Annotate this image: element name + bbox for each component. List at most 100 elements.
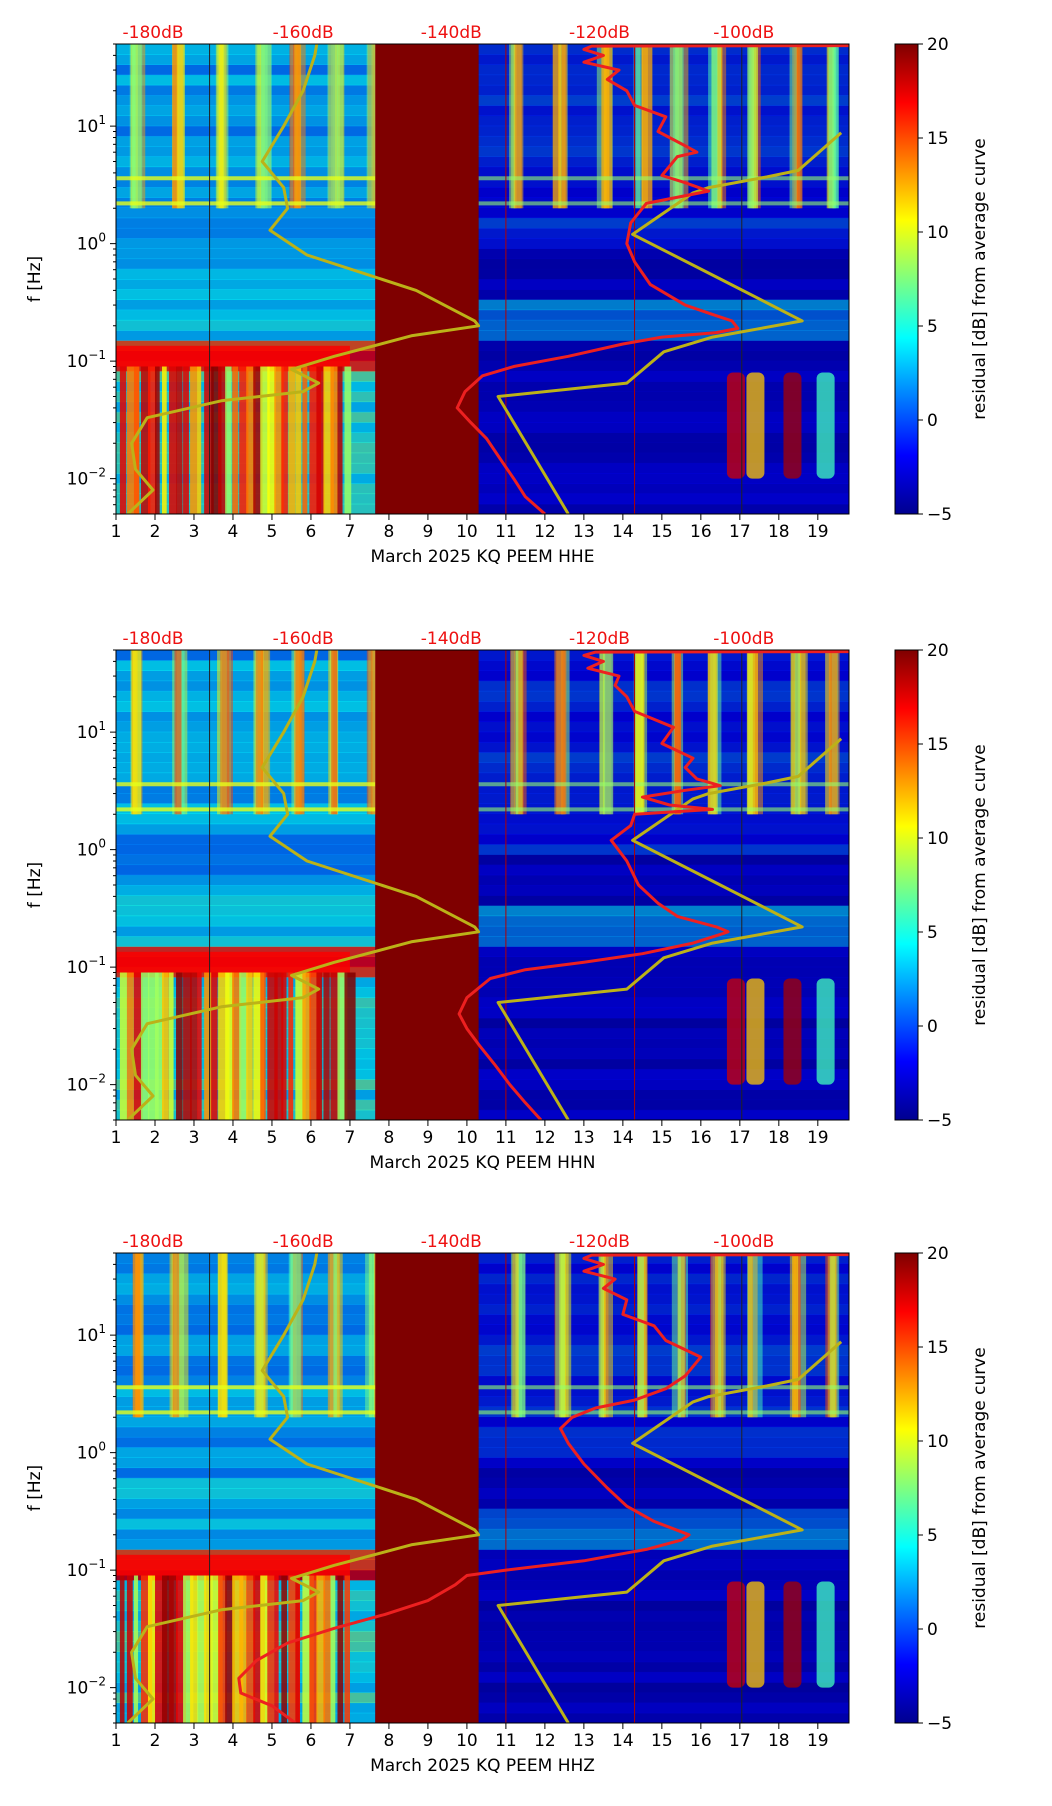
x-tick-label: 10 — [456, 1128, 478, 1148]
heat-stripe — [281, 366, 288, 514]
colorbar-tick-label: 0 — [927, 411, 938, 431]
colorbar: 20 15 10 5 0 −5 residual [dB] from average cur… — [894, 1244, 990, 1734]
heat-streak — [633, 44, 641, 209]
heat-stripe — [309, 972, 321, 1120]
heat-stripe — [183, 972, 192, 1120]
heat-line — [478, 176, 849, 181]
heat-band — [478, 1273, 849, 1285]
heat-spot — [726, 1581, 745, 1688]
heat-stripe — [119, 1575, 125, 1723]
heat-spot — [783, 978, 802, 1085]
heat-band — [116, 54, 376, 65]
heat-streak — [327, 44, 338, 209]
colorbar-gradient — [894, 1252, 919, 1724]
heat-band — [116, 823, 376, 835]
x-tick-label: 18 — [768, 1128, 790, 1148]
x-tick-label: 14 — [612, 522, 634, 542]
heat-band — [478, 1079, 849, 1090]
heat-stripe — [316, 366, 325, 514]
heat-streak — [366, 44, 377, 209]
heat-band — [478, 905, 849, 917]
heat-stripe — [176, 366, 183, 514]
heat-band — [116, 1467, 376, 1479]
heat-band — [116, 731, 376, 743]
heat-band — [478, 701, 849, 712]
heat-streak — [512, 1253, 519, 1418]
heat-streak — [678, 1253, 685, 1418]
heat-streak — [828, 44, 837, 209]
heat-stripe — [218, 972, 230, 1120]
heat-band — [116, 1396, 376, 1407]
x-tick-label: 11 — [495, 1128, 517, 1148]
heat-streak — [714, 1253, 726, 1418]
heat-stripe — [225, 1575, 235, 1723]
heat-stripe — [309, 366, 322, 514]
colorbar-tick-label: 20 — [927, 641, 949, 661]
heat-band — [116, 1549, 376, 1561]
heat-stripe — [169, 1575, 178, 1723]
heat-band — [116, 1498, 376, 1509]
heat-band — [478, 1508, 849, 1520]
colorbar-tick-label: 5 — [927, 317, 938, 337]
heat-band — [478, 95, 849, 106]
db-scale-label: -160dB — [273, 1232, 334, 1252]
heat-streak — [332, 650, 338, 815]
heat-stripe — [316, 1575, 326, 1723]
heat-band — [478, 299, 849, 311]
heat-band — [116, 1273, 376, 1285]
x-tick-label: 9 — [423, 522, 434, 542]
heat-band — [478, 782, 849, 794]
noise-model-curve — [496, 131, 843, 514]
heat-stripe — [218, 366, 227, 514]
heat-band — [478, 1058, 849, 1070]
x-tick-label: 7 — [345, 1128, 356, 1148]
heat-stripe — [140, 972, 150, 1120]
x-tick-label: 19 — [807, 522, 829, 542]
heat-stripe — [246, 972, 253, 1120]
heat-band — [478, 1600, 849, 1612]
heat-streak — [513, 44, 524, 209]
x-tick-label: 19 — [807, 1731, 829, 1751]
heat-band — [478, 680, 849, 692]
heat-band — [478, 1283, 849, 1295]
heat-band — [478, 762, 849, 774]
colorbar-tick-label: 5 — [927, 923, 938, 943]
heat-band — [116, 1426, 376, 1438]
heat-streak — [747, 44, 755, 209]
heat-streak — [261, 44, 272, 209]
heat-band — [116, 670, 376, 682]
heat-streak — [747, 1253, 758, 1418]
heat-stripe — [162, 366, 167, 514]
heat-stripe — [344, 366, 352, 514]
x-tick-label: 16 — [690, 1731, 712, 1751]
x-tick-label: 17 — [729, 1128, 751, 1148]
heat-stripe — [119, 972, 127, 1120]
heat-stripe — [267, 366, 276, 514]
y-tick-label: 10−2 — [67, 1072, 106, 1096]
heat-band — [116, 299, 376, 311]
heat-band — [478, 370, 849, 382]
heat-band — [478, 1569, 849, 1581]
x-tick-label: 17 — [729, 1731, 751, 1751]
heat-band — [116, 207, 376, 219]
noise-model-curve — [496, 737, 843, 1120]
heat-band — [116, 1375, 376, 1387]
heat-band — [116, 64, 376, 76]
colorbar: 20 15 10 5 0 −5 residual [dB] from average cur… — [894, 35, 990, 525]
colorbar-tick-label: −5 — [927, 1714, 952, 1734]
heat-band — [116, 1508, 376, 1520]
heat-stripe — [337, 972, 348, 1120]
heat-band — [116, 319, 376, 331]
heat-stripe — [295, 972, 306, 1120]
heat-band — [116, 1344, 376, 1356]
heat-band — [116, 166, 376, 178]
x-tick-label: 12 — [534, 522, 556, 542]
colorbar-tick-label: 20 — [927, 35, 949, 55]
x-tick-label: 16 — [690, 1128, 712, 1148]
heat-stripe — [197, 1575, 206, 1723]
heat-stripe — [344, 1575, 351, 1723]
heat-band — [478, 1651, 849, 1663]
x-tick-label: 1 — [111, 1731, 122, 1751]
y-tick-label: 10−2 — [67, 466, 106, 490]
db-scale-label: -160dB — [273, 629, 334, 649]
